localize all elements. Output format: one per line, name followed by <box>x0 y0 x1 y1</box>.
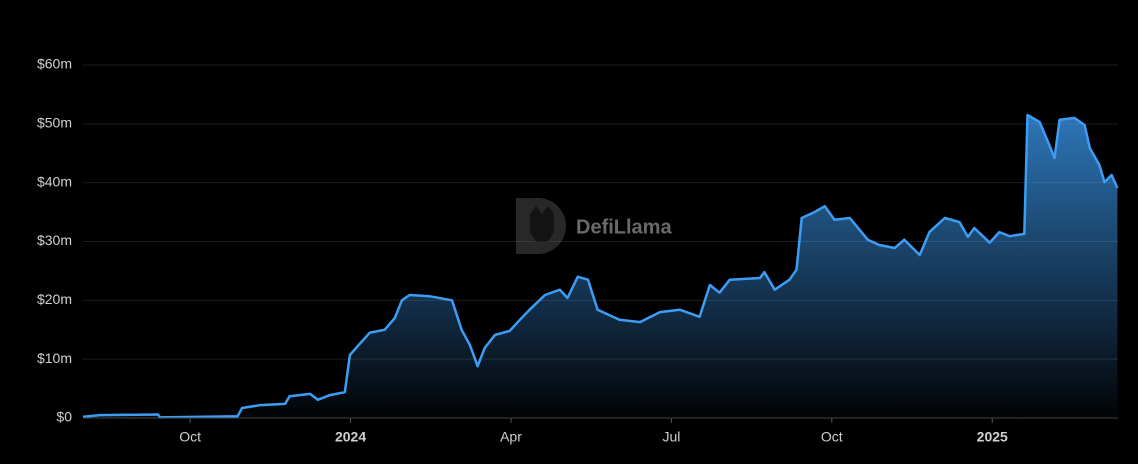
x-tick-label: Jul <box>662 429 680 445</box>
x-tick-label: 2025 <box>977 429 1008 445</box>
y-tick-label: $40m <box>37 173 72 189</box>
x-tick-label: Apr <box>500 429 522 445</box>
area-fill <box>83 115 1118 418</box>
watermark: DefiLlama <box>576 216 672 238</box>
line <box>82 113 1119 419</box>
x-tick-label: 2024 <box>335 429 366 445</box>
y-tick-label: $30m <box>37 232 72 248</box>
x-tick-label: Oct <box>179 429 201 445</box>
y-tick-label: $10m <box>37 350 72 366</box>
y-tick-label: $0 <box>56 409 72 425</box>
y-tick-label: $20m <box>37 291 72 307</box>
y-tick-label: $60m <box>37 56 72 72</box>
y-tick-label: $50m <box>37 115 72 131</box>
watermark-logo <box>516 198 566 254</box>
x-tick-label: Oct <box>821 429 843 445</box>
